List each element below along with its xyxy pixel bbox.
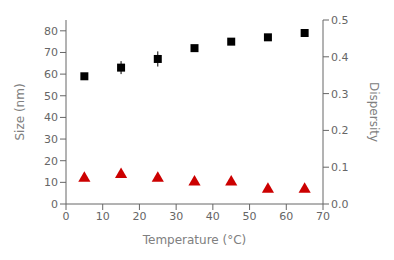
svg-text:70: 70 bbox=[44, 46, 58, 59]
svg-text:40: 40 bbox=[206, 210, 220, 223]
svg-text:50: 50 bbox=[44, 90, 58, 103]
svg-text:30: 30 bbox=[169, 210, 183, 223]
svg-text:10: 10 bbox=[96, 210, 110, 223]
svg-text:Dispersity: Dispersity bbox=[367, 82, 381, 142]
svg-text:0.4: 0.4 bbox=[331, 51, 349, 64]
svg-text:0.3: 0.3 bbox=[331, 88, 349, 101]
svg-text:20: 20 bbox=[132, 210, 146, 223]
svg-text:Temperature (°C): Temperature (°C) bbox=[142, 233, 247, 247]
svg-text:0.0: 0.0 bbox=[331, 198, 349, 211]
svg-text:70: 70 bbox=[316, 210, 330, 223]
svg-text:50: 50 bbox=[243, 210, 257, 223]
svg-text:Size (nm): Size (nm) bbox=[13, 83, 27, 140]
svg-text:10: 10 bbox=[44, 176, 58, 189]
svg-text:0.5: 0.5 bbox=[331, 14, 349, 27]
svg-text:20: 20 bbox=[44, 155, 58, 168]
svg-text:60: 60 bbox=[44, 68, 58, 81]
svg-text:40: 40 bbox=[44, 111, 58, 124]
svg-text:0: 0 bbox=[63, 210, 70, 223]
svg-text:30: 30 bbox=[44, 133, 58, 146]
svg-text:0.2: 0.2 bbox=[331, 124, 349, 137]
svg-text:80: 80 bbox=[44, 25, 58, 38]
svg-text:0: 0 bbox=[51, 198, 58, 211]
svg-text:60: 60 bbox=[279, 210, 293, 223]
svg-text:0.1: 0.1 bbox=[331, 161, 349, 174]
